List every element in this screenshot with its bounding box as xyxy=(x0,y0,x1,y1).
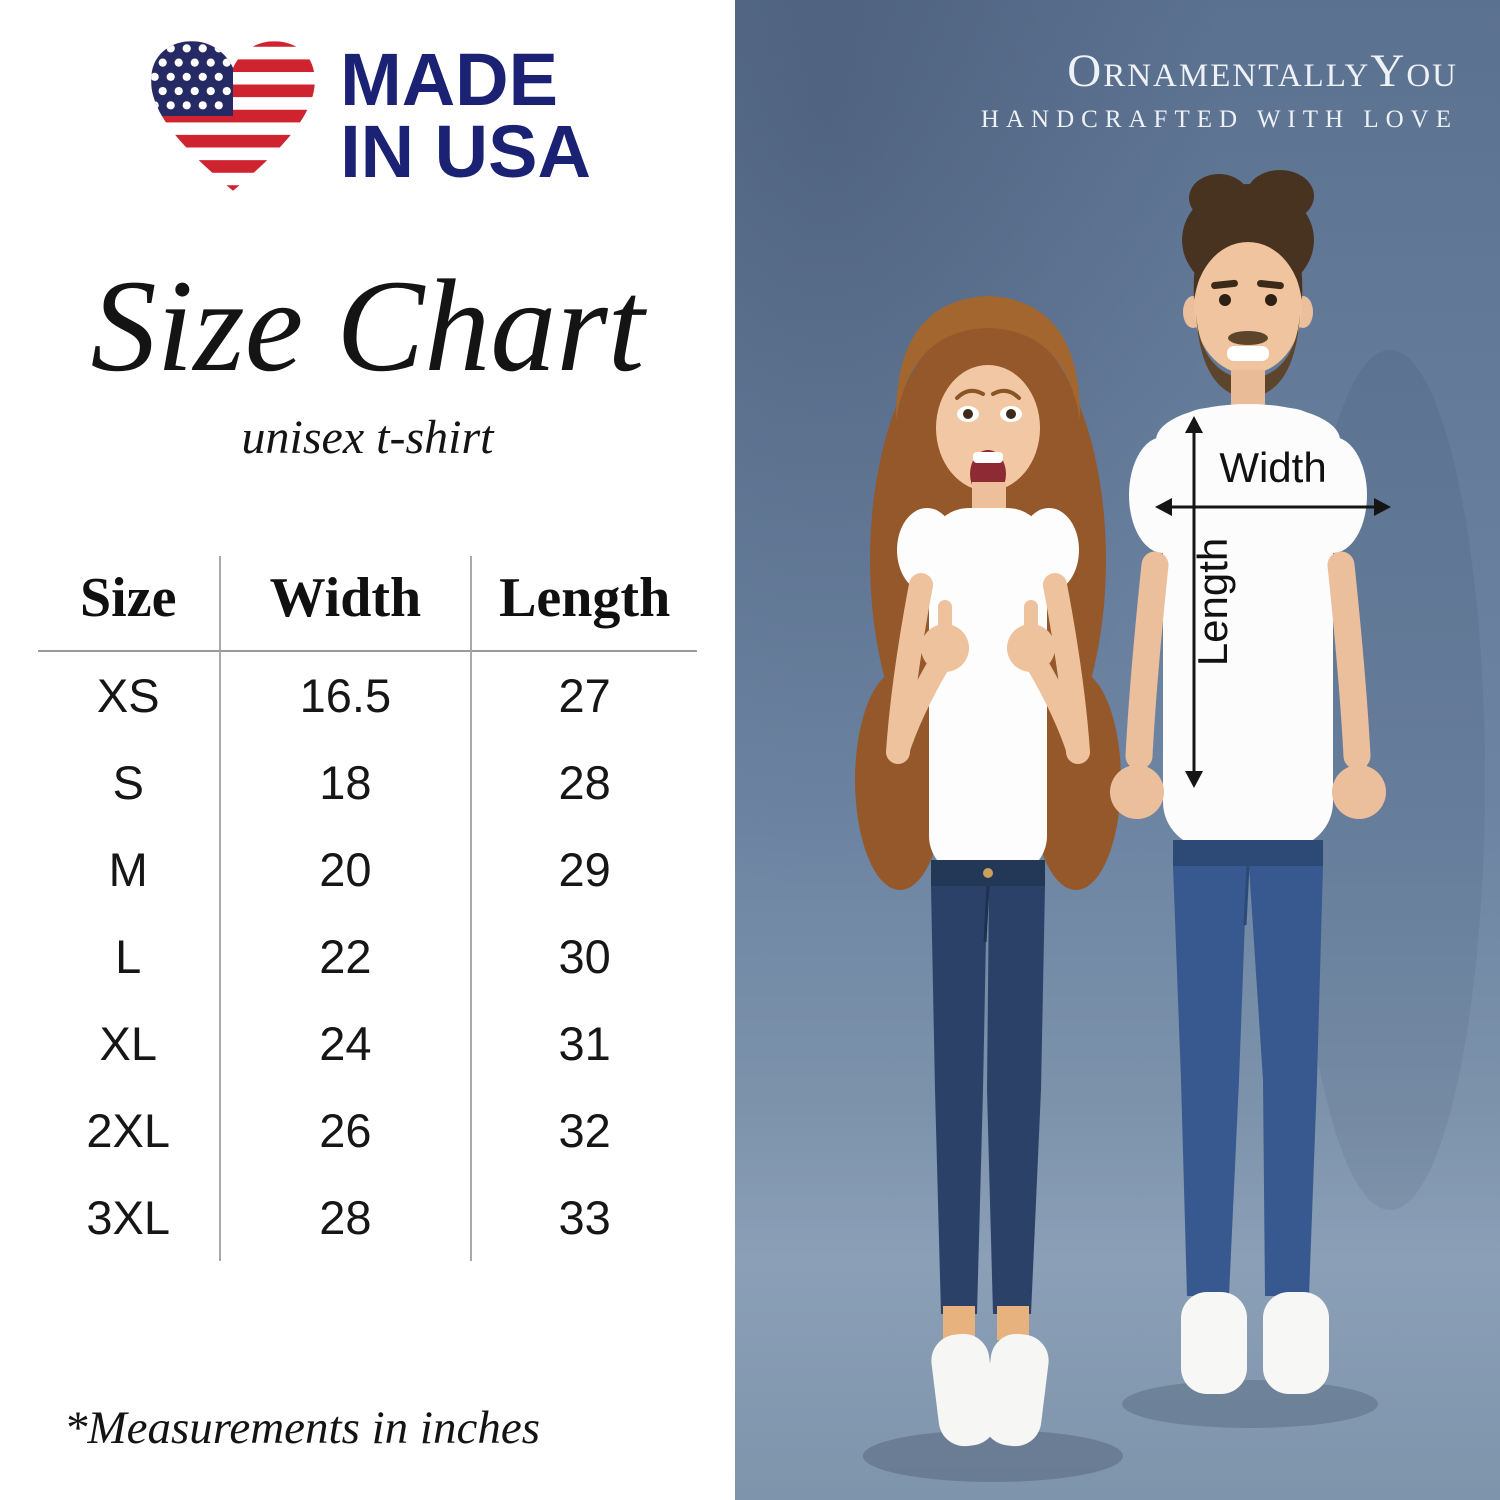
column-header-width: Width xyxy=(219,556,470,652)
value-cell: 33 xyxy=(469,1174,698,1261)
size-table: Size Width Length XS 16.5 27 S 18 28 M 20 29 L 22 3… xyxy=(37,556,698,1261)
brand-name: OrnamentallyYou xyxy=(1067,45,1458,97)
man-beard xyxy=(1196,314,1300,398)
value-cell: 24 xyxy=(219,1000,470,1087)
measurements-footnote: *Measurements in inches xyxy=(64,1402,540,1454)
size-cell: 3XL xyxy=(86,1191,171,1244)
value-cell: 16.5 xyxy=(219,652,470,739)
woman-face xyxy=(936,365,1040,491)
woman-tshirt xyxy=(929,508,1047,876)
woman-figure xyxy=(855,296,1121,1447)
man-sneaker-left xyxy=(1181,1292,1247,1394)
size-cell: XL xyxy=(99,1017,158,1070)
size-annotations: Width Length xyxy=(1155,416,1391,788)
man-jeans xyxy=(1173,866,1247,1296)
woman-sneaker-left xyxy=(931,1333,997,1447)
man-thumbs-up-right xyxy=(1332,765,1386,819)
page-title: Size Chart xyxy=(90,252,645,399)
value-cell: 27 xyxy=(469,652,698,739)
badge-line1: MADE xyxy=(340,38,558,122)
width-label: Width xyxy=(1219,444,1326,491)
brand-block: OrnamentallyYou HANDCRAFTED WITH LOVE xyxy=(980,45,1458,133)
man-hair xyxy=(1193,202,1303,300)
floor-shadow-woman xyxy=(863,1430,1123,1482)
value-cell: 26 xyxy=(219,1087,470,1174)
usa-flag-heart-icon xyxy=(151,41,315,191)
value-cell: 28 xyxy=(219,1174,470,1261)
made-in-usa-text: MADE IN USA xyxy=(340,38,591,193)
size-cell: XS xyxy=(96,669,160,722)
woman-jeans xyxy=(931,886,987,1314)
man-smile xyxy=(1227,346,1269,361)
man-face xyxy=(1194,242,1302,374)
man-thumbs-up-left xyxy=(1110,765,1164,819)
value-cell: 22 xyxy=(219,913,470,1000)
value-cell: 31 xyxy=(469,1000,698,1087)
value-cell: 30 xyxy=(469,913,698,1000)
woman-thumbs-up-right xyxy=(1007,624,1055,672)
man-jeans-waist xyxy=(1173,840,1323,866)
column-header-size: Size xyxy=(37,556,219,652)
size-cell: M xyxy=(108,843,148,896)
couple-photo-illustration: Width Length xyxy=(735,0,1500,1500)
size-chart-panel: MADE IN USA Size Chart unisex t-shirt Si… xyxy=(0,0,735,1500)
badge-line2: IN USA xyxy=(340,110,591,193)
floor-shadow-man xyxy=(1122,1380,1378,1428)
woman-thumbs-up-left xyxy=(921,624,969,672)
value-cell: 29 xyxy=(469,826,698,913)
woman-hair xyxy=(895,296,1081,420)
size-cell: S xyxy=(112,756,144,809)
value-cell: 28 xyxy=(469,739,698,826)
made-in-usa-badge: MADE IN USA xyxy=(144,34,591,198)
size-cell: L xyxy=(115,930,142,983)
size-cell: 2XL xyxy=(86,1104,171,1157)
man-figure xyxy=(1110,170,1386,1394)
value-cell: 20 xyxy=(219,826,470,913)
man-sneaker-right xyxy=(1263,1292,1329,1394)
length-label: Length xyxy=(1189,538,1236,666)
product-photo: Width Length OrnamentallyYou HANDCRAFTED… xyxy=(735,0,1500,1500)
man-tshirt xyxy=(1163,408,1333,848)
brand-tagline: HANDCRAFTED WITH LOVE xyxy=(980,106,1458,133)
page-subtitle: unisex t-shirt xyxy=(241,411,494,464)
value-cell: 18 xyxy=(219,739,470,826)
width-arrow xyxy=(1155,498,1391,516)
length-arrow xyxy=(1185,416,1203,788)
woman-sneaker-right xyxy=(983,1333,1049,1447)
column-header-length: Length xyxy=(469,556,698,652)
value-cell: 32 xyxy=(469,1087,698,1174)
